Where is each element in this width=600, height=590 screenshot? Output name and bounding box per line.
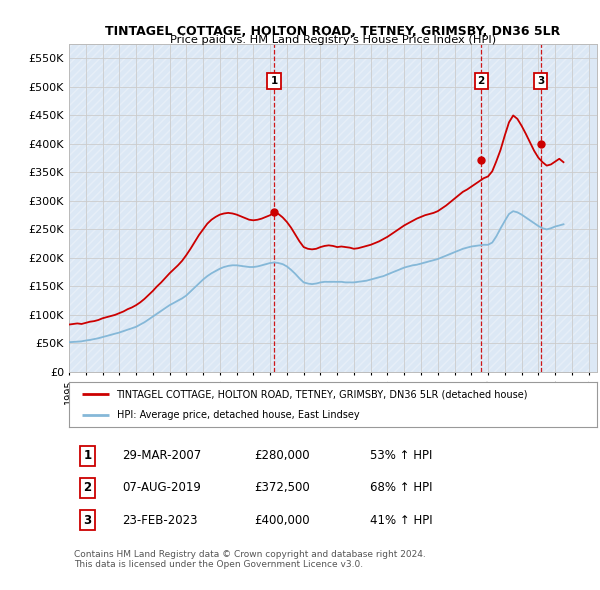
Text: 53% ↑ HPI: 53% ↑ HPI	[370, 449, 433, 462]
Text: £280,000: £280,000	[254, 449, 310, 462]
Text: £372,500: £372,500	[254, 481, 310, 494]
Text: 07-AUG-2019: 07-AUG-2019	[122, 481, 200, 494]
Text: 2: 2	[83, 481, 92, 494]
Text: TINTAGEL COTTAGE, HOLTON ROAD, TETNEY, GRIMSBY, DN36 5LR (detached house): TINTAGEL COTTAGE, HOLTON ROAD, TETNEY, G…	[116, 389, 528, 399]
Text: 41% ↑ HPI: 41% ↑ HPI	[370, 514, 433, 527]
Text: 68% ↑ HPI: 68% ↑ HPI	[370, 481, 433, 494]
Text: 1: 1	[83, 449, 92, 462]
Text: 3: 3	[537, 76, 544, 86]
Text: 3: 3	[83, 514, 92, 527]
Text: 29-MAR-2007: 29-MAR-2007	[122, 449, 201, 462]
Text: 1: 1	[271, 76, 278, 86]
Text: Price paid vs. HM Land Registry's House Price Index (HPI): Price paid vs. HM Land Registry's House …	[170, 35, 496, 45]
Text: TINTAGEL COTTAGE, HOLTON ROAD, TETNEY, GRIMSBY, DN36 5LR: TINTAGEL COTTAGE, HOLTON ROAD, TETNEY, G…	[106, 25, 560, 38]
Text: £400,000: £400,000	[254, 514, 310, 527]
Text: 2: 2	[478, 76, 485, 86]
Text: 23-FEB-2023: 23-FEB-2023	[122, 514, 197, 527]
Text: Contains HM Land Registry data © Crown copyright and database right 2024.
This d: Contains HM Land Registry data © Crown c…	[74, 550, 426, 569]
Text: HPI: Average price, detached house, East Lindsey: HPI: Average price, detached house, East…	[116, 410, 359, 420]
